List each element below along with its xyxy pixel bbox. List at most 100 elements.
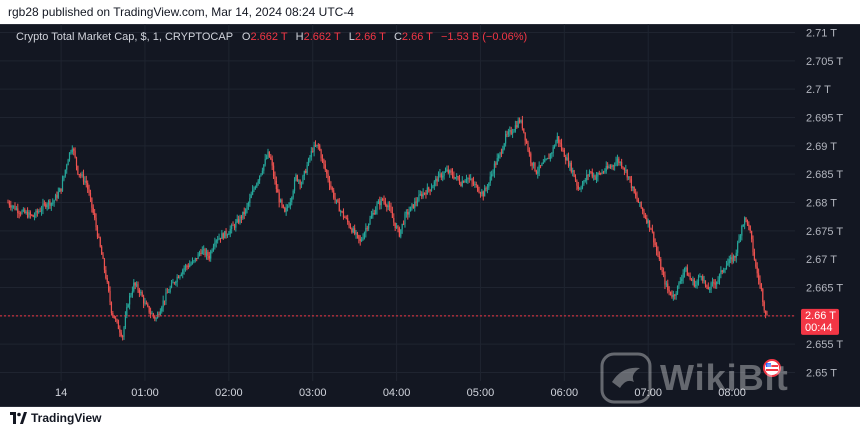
candle-body [425,193,427,195]
candle-body [323,159,325,165]
time-axis[interactable]: 14 01:00 02:00 03:00 04:00 05:00 06:00 07:00 08:… [55,387,746,399]
candle-body [514,125,516,131]
candle-body [766,314,768,315]
candle-body [231,224,233,229]
candle-body [728,259,730,264]
candle-body [320,150,322,159]
candle-body [361,239,363,241]
candle-body [126,307,128,317]
candle-body [661,269,663,272]
candle-body [732,255,735,262]
candle-body [486,187,489,189]
candle-body [140,292,142,294]
candle-body [341,211,343,213]
candle-body [21,210,23,214]
high-value: 2.662 T [303,31,341,43]
candle-body [77,165,79,175]
symbol-name: Crypto Total Market Cap, $, 1, CRYPTOCAP [16,31,233,43]
candle-body [366,227,368,229]
candle-body [19,213,22,215]
candle-body [696,281,698,285]
candle-body [753,252,756,260]
candle-body [752,239,754,253]
candle-body [340,211,342,213]
x-tick-label: 03:00 [299,387,327,399]
candle-body [471,179,473,182]
candle-body [763,301,765,311]
candle-body [535,170,537,174]
candle-body [270,157,272,160]
candle-body [384,201,387,205]
candle-body [608,166,610,168]
candle-body [321,158,324,160]
candle-body [45,203,47,208]
candle-body [124,316,127,328]
candle-body [47,200,50,205]
candle-body [25,211,27,213]
candle-body [668,290,670,292]
candle-body [82,174,85,182]
candle-body [555,141,557,147]
candle-body [135,284,138,286]
candle-body [75,157,78,166]
candle-body [29,212,31,215]
candle-body [161,307,163,312]
flag-icon[interactable] [763,359,781,377]
candle-body [142,296,145,304]
candle-body [305,170,307,173]
candle-body [475,184,477,186]
y-tick-label: 2.705 T [806,56,843,68]
candle-body [274,176,276,181]
candle-body [282,204,284,208]
candle-body [123,327,125,337]
candle-body [509,130,511,132]
candle-body [546,158,549,160]
candles [7,115,768,341]
price-tag-box [801,308,839,335]
candle-body [10,205,12,208]
candle-body [365,227,367,233]
candle-body [527,142,529,151]
candle-body [563,150,565,157]
candle-body [103,258,106,270]
candle-body [756,266,758,274]
candle-body [208,255,210,259]
candle-body [163,300,166,302]
candle-body [409,206,412,212]
candle-body [306,165,308,173]
candle-body [235,221,237,228]
candlestick-chart[interactable]: 2.65 T 2.655 T 2.66 T 2.665 T 2.67 T 2.675 T 2… [0,24,860,407]
candle-body [405,212,407,214]
symbol-legend[interactable]: Crypto Total Market Cap, $, 1, CRYPTOCAP… [16,31,532,43]
candle-body [89,192,92,198]
candle-body [723,269,725,273]
candle-body [198,252,201,254]
candle-body [518,120,521,122]
publisher-bar: rgb28 published on TradingView.com, Mar … [0,0,860,24]
candle-body [741,226,743,236]
candle-body [242,211,244,219]
candle-body [218,237,220,240]
candle-body [225,230,227,236]
candle-body [714,283,716,285]
candle-body [373,212,375,215]
candle-body [390,206,392,212]
candle-body [71,149,73,153]
candle-body [632,186,634,189]
candle-body [458,179,461,184]
candle-body [57,191,59,198]
candle-body [207,251,209,256]
candle-body [558,136,560,143]
candle-body [149,312,152,315]
candle-body [611,165,613,168]
candle-body [73,149,75,151]
chart-area[interactable] [0,24,860,407]
candle-body [530,153,532,163]
candle-body [579,188,581,190]
candle-body [679,281,681,283]
candle-body [615,161,617,166]
y-tick-label: 2.695 T [806,113,843,125]
tradingview-logo[interactable]: TradingView [10,411,101,425]
wikibit-watermark: WikiBit [600,352,789,404]
candle-body [288,205,290,207]
